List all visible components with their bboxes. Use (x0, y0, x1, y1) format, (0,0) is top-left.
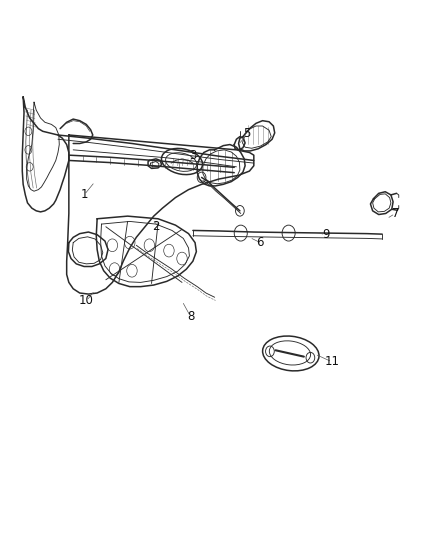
Text: 1: 1 (80, 189, 88, 201)
Text: 3: 3 (189, 149, 197, 161)
Text: 5: 5 (244, 127, 251, 140)
Text: 10: 10 (79, 294, 94, 308)
Text: 8: 8 (187, 310, 194, 324)
Text: 2: 2 (152, 220, 159, 233)
Text: 11: 11 (325, 356, 339, 368)
Text: 7: 7 (392, 207, 399, 220)
Text: 6: 6 (257, 236, 264, 249)
Text: 9: 9 (322, 228, 329, 241)
